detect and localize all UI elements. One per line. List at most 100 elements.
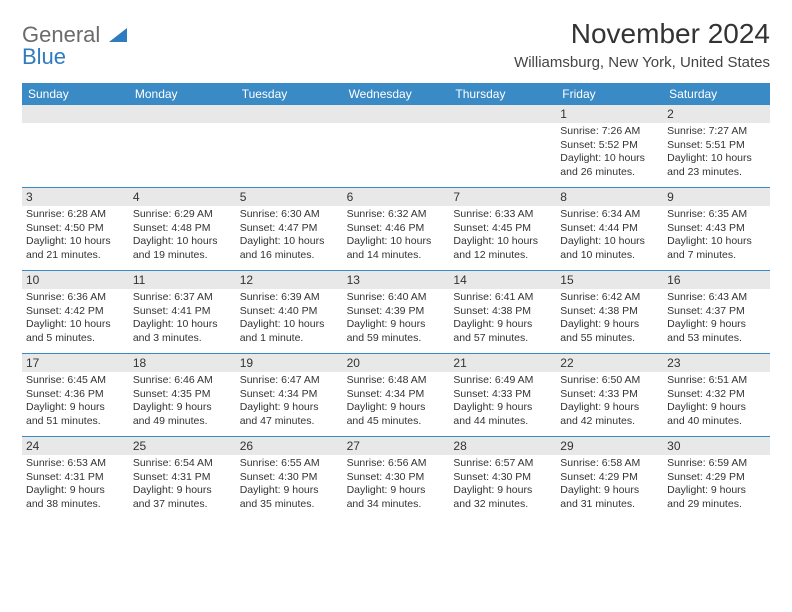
day-detail: Sunrise: 6:28 AMSunset: 4:50 PMDaylight:…: [26, 208, 125, 263]
sunset-text: Sunset: 4:34 PM: [347, 388, 446, 402]
day-detail: Sunrise: 7:27 AMSunset: 5:51 PMDaylight:…: [667, 125, 766, 180]
day-number: [236, 105, 343, 123]
calendar-cell: 28Sunrise: 6:57 AMSunset: 4:30 PMDayligh…: [449, 437, 556, 519]
day-detail: Sunrise: 6:32 AMSunset: 4:46 PMDaylight:…: [347, 208, 446, 263]
daylight-text: Daylight: 10 hours and 14 minutes.: [347, 235, 446, 262]
calendar-cell: 9Sunrise: 6:35 AMSunset: 4:43 PMDaylight…: [663, 188, 770, 270]
daylight-text: Daylight: 10 hours and 23 minutes.: [667, 152, 766, 179]
daylight-text: Daylight: 10 hours and 16 minutes.: [240, 235, 339, 262]
sunrise-text: Sunrise: 6:59 AM: [667, 457, 766, 471]
day-number: 1: [556, 105, 663, 123]
day-number: [343, 105, 450, 123]
day-detail: Sunrise: 6:40 AMSunset: 4:39 PMDaylight:…: [347, 291, 446, 346]
sunset-text: Sunset: 4:33 PM: [560, 388, 659, 402]
sunrise-text: Sunrise: 6:50 AM: [560, 374, 659, 388]
day-detail: Sunrise: 6:53 AMSunset: 4:31 PMDaylight:…: [26, 457, 125, 512]
daylight-text: Daylight: 10 hours and 3 minutes.: [133, 318, 232, 345]
sunrise-text: Sunrise: 6:48 AM: [347, 374, 446, 388]
sunset-text: Sunset: 4:29 PM: [560, 471, 659, 485]
sunset-text: Sunset: 4:50 PM: [26, 222, 125, 236]
sunrise-text: Sunrise: 6:34 AM: [560, 208, 659, 222]
calendar-cell: 15Sunrise: 6:42 AMSunset: 4:38 PMDayligh…: [556, 271, 663, 353]
daylight-text: Daylight: 9 hours and 32 minutes.: [453, 484, 552, 511]
sunrise-text: Sunrise: 6:40 AM: [347, 291, 446, 305]
calendar-cell: 23 Sunrise: 6:51 AMSunset: 4:32 PMDayligh…: [663, 354, 770, 436]
calendar-cell: 16Sunrise: 6:43 AMSunset: 4:37 PMDayligh…: [663, 271, 770, 353]
day-number: 7: [449, 188, 556, 206]
day-header: Friday: [556, 83, 663, 105]
day-header: Wednesday: [343, 83, 450, 105]
sunrise-text: Sunrise: 6:42 AM: [560, 291, 659, 305]
daylight-text: Daylight: 9 hours and 57 minutes.: [453, 318, 552, 345]
daylight-text: Daylight: 9 hours and 59 minutes.: [347, 318, 446, 345]
sunset-text: Sunset: 4:44 PM: [560, 222, 659, 236]
calendar-cell: [343, 105, 450, 187]
sunrise-text: Sunrise: 6:58 AM: [560, 457, 659, 471]
day-number: 23: [663, 354, 770, 372]
location-subtitle: Williamsburg, New York, United States: [514, 54, 770, 71]
sunset-text: Sunset: 4:38 PM: [453, 305, 552, 319]
calendar-cell: 11Sunrise: 6:37 AMSunset: 4:41 PMDayligh…: [129, 271, 236, 353]
day-detail: Sunrise: 6:45 AMSunset: 4:36 PMDaylight:…: [26, 374, 125, 429]
sunset-text: Sunset: 4:37 PM: [667, 305, 766, 319]
sunset-text: Sunset: 5:52 PM: [560, 139, 659, 153]
day-number: 6: [343, 188, 450, 206]
sunrise-text: Sunrise: 6:29 AM: [133, 208, 232, 222]
day-number: [449, 105, 556, 123]
sunrise-text: Sunrise: 7:26 AM: [560, 125, 659, 139]
day-detail: Sunrise: 6:30 AMSunset: 4:47 PMDaylight:…: [240, 208, 339, 263]
calendar-cell: 22 Sunrise: 6:50 AMSunset: 4:33 PMDayligh…: [556, 354, 663, 436]
day-header: Sunday: [22, 83, 129, 105]
day-detail: Sunrise: 6:34 AMSunset: 4:44 PMDaylight:…: [560, 208, 659, 263]
day-detail: Sunrise: 6:47 AMSunset: 4:34 PMDaylight:…: [240, 374, 339, 429]
day-number: 10: [22, 271, 129, 289]
sunset-text: Sunset: 4:38 PM: [560, 305, 659, 319]
calendar-cell: 21Sunrise: 6:49 AMSunset: 4:33 PMDayligh…: [449, 354, 556, 436]
daylight-text: Daylight: 10 hours and 7 minutes.: [667, 235, 766, 262]
logo-triangle-icon: [109, 24, 127, 46]
day-number: 28: [449, 437, 556, 455]
calendar-cell: [236, 105, 343, 187]
header: General Blue November 2024 Williamsburg,…: [22, 18, 770, 71]
sunset-text: Sunset: 4:42 PM: [26, 305, 125, 319]
day-number: [129, 105, 236, 123]
day-detail: Sunrise: 6:51 AMSunset: 4:32 PMDaylight:…: [667, 374, 766, 429]
sunset-text: Sunset: 4:39 PM: [347, 305, 446, 319]
calendar: Sunday Monday Tuesday Wednesday Thursday…: [22, 83, 770, 519]
day-number: 22: [556, 354, 663, 372]
sunrise-text: Sunrise: 6:39 AM: [240, 291, 339, 305]
calendar-cell: 20Sunrise: 6:48 AMSunset: 4:34 PMDayligh…: [343, 354, 450, 436]
day-detail: Sunrise: 6:33 AMSunset: 4:45 PMDaylight:…: [453, 208, 552, 263]
day-number: 12: [236, 271, 343, 289]
daylight-text: Daylight: 10 hours and 19 minutes.: [133, 235, 232, 262]
day-number: 26: [236, 437, 343, 455]
day-detail: Sunrise: 6:59 AMSunset: 4:29 PMDaylight:…: [667, 457, 766, 512]
day-detail: Sunrise: 6:35 AMSunset: 4:43 PMDaylight:…: [667, 208, 766, 263]
day-number: 18: [129, 354, 236, 372]
daylight-text: Daylight: 10 hours and 5 minutes.: [26, 318, 125, 345]
calendar-cell: 12Sunrise: 6:39 AMSunset: 4:40 PMDayligh…: [236, 271, 343, 353]
daylight-text: Daylight: 9 hours and 34 minutes.: [347, 484, 446, 511]
day-detail: Sunrise: 6:50 AMSunset: 4:33 PMDaylight:…: [560, 374, 659, 429]
week-row: 3Sunrise: 6:28 AMSunset: 4:50 PMDaylight…: [22, 188, 770, 271]
daylight-text: Daylight: 9 hours and 29 minutes.: [667, 484, 766, 511]
day-header-row: Sunday Monday Tuesday Wednesday Thursday…: [22, 83, 770, 105]
sunrise-text: Sunrise: 6:49 AM: [453, 374, 552, 388]
calendar-cell: 24Sunrise: 6:53 AMSunset: 4:31 PMDayligh…: [22, 437, 129, 519]
sunset-text: Sunset: 4:47 PM: [240, 222, 339, 236]
daylight-text: Daylight: 9 hours and 53 minutes.: [667, 318, 766, 345]
day-detail: Sunrise: 6:54 AMSunset: 4:31 PMDaylight:…: [133, 457, 232, 512]
day-number: 15: [556, 271, 663, 289]
day-number: 5: [236, 188, 343, 206]
day-number: 25: [129, 437, 236, 455]
calendar-cell: [129, 105, 236, 187]
day-number: 13: [343, 271, 450, 289]
calendar-cell: 10Sunrise: 6:36 AMSunset: 4:42 PMDayligh…: [22, 271, 129, 353]
sunrise-text: Sunrise: 6:53 AM: [26, 457, 125, 471]
calendar-cell: 2Sunrise: 7:27 AMSunset: 5:51 PMDaylight…: [663, 105, 770, 187]
sunrise-text: Sunrise: 6:33 AM: [453, 208, 552, 222]
week-row: 17Sunrise: 6:45 AMSunset: 4:36 PMDayligh…: [22, 354, 770, 437]
sunset-text: Sunset: 4:30 PM: [240, 471, 339, 485]
sunrise-text: Sunrise: 6:32 AM: [347, 208, 446, 222]
calendar-cell: 19Sunrise: 6:47 AMSunset: 4:34 PMDayligh…: [236, 354, 343, 436]
